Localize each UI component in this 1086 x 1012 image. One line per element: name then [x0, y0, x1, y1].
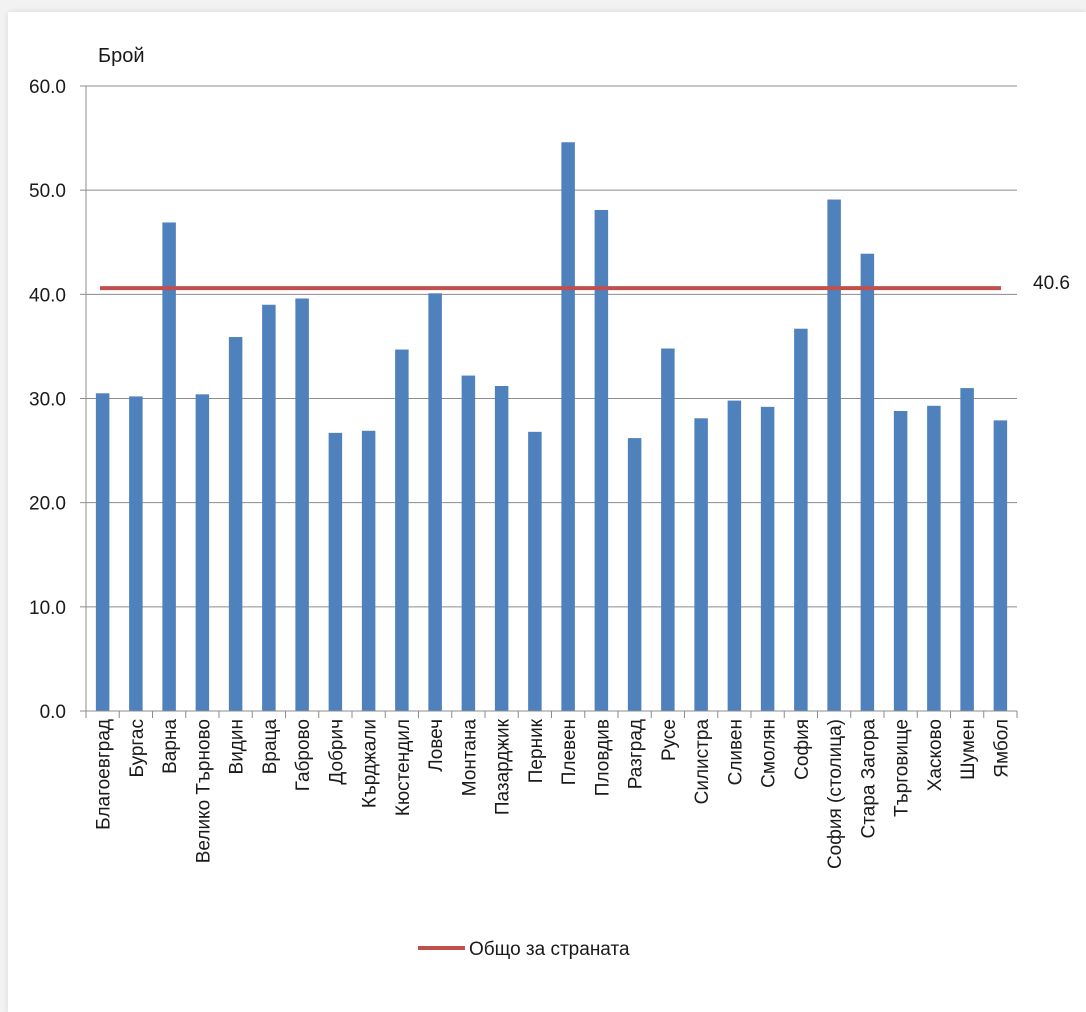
- x-category-label: Търговище: [892, 719, 913, 817]
- y-tick-label: 30.0: [29, 390, 66, 411]
- x-category-label: Ловеч: [426, 719, 447, 772]
- bar: [960, 388, 974, 711]
- x-category-label: Кърджали: [360, 719, 381, 808]
- y-tick-label: 60.0: [29, 77, 66, 98]
- bar: [262, 304, 276, 711]
- legend-label: Общо за страната: [469, 939, 630, 960]
- x-category-label: Велико Търново: [193, 719, 214, 863]
- bar: [395, 349, 409, 711]
- bar: [794, 328, 808, 711]
- x-category-label: Бургас: [127, 719, 148, 777]
- x-category-label: Видин: [227, 719, 248, 774]
- x-category-label: Перник: [526, 718, 547, 783]
- x-category-label: Пловдив: [592, 719, 613, 796]
- bar: [428, 293, 442, 711]
- y-axis-unit-label: Брой: [98, 45, 145, 67]
- x-category-label: Разград: [626, 719, 647, 789]
- bar: [494, 386, 509, 711]
- bar: [95, 393, 110, 711]
- x-category-label: Русе: [659, 719, 680, 761]
- x-category-label: Пазарджик: [493, 718, 514, 815]
- bar: [561, 142, 575, 711]
- bar: [661, 348, 675, 711]
- bar: [295, 298, 309, 711]
- bar: [627, 438, 642, 711]
- bar: [993, 420, 1008, 711]
- bar: [195, 394, 210, 711]
- bar: [228, 337, 243, 711]
- x-category-label: Габрово: [293, 719, 314, 791]
- x-category-label: Кюстендил: [393, 719, 414, 816]
- bar: [694, 418, 708, 711]
- x-category-label: Сливен: [725, 719, 746, 785]
- x-category-label: Шумен: [958, 719, 979, 780]
- x-category-label: София (столица): [825, 719, 846, 869]
- bar: [528, 431, 542, 711]
- bar: [361, 430, 376, 711]
- y-tick-labels: 0.0 10.0 20.0 30.0 40.0 50.0 60.0: [29, 77, 66, 723]
- bar: [461, 375, 476, 711]
- gridlines: [80, 85, 1017, 712]
- bar: [129, 396, 143, 711]
- y-tick-label: 10.0: [29, 598, 66, 619]
- bar: [594, 209, 609, 712]
- bar: [727, 400, 742, 711]
- bar: [927, 405, 941, 711]
- reference-line-group: 40.6: [100, 273, 1070, 294]
- x-category-label: Смолян: [759, 719, 780, 788]
- bars: [95, 142, 1008, 712]
- reference-line-value-label: 40.6: [1033, 273, 1070, 294]
- x-category-label: Враца: [260, 719, 281, 775]
- bar: [860, 253, 875, 712]
- axes: [85, 86, 1018, 718]
- y-tick-label: 40.0: [29, 285, 66, 306]
- x-category-label: Ямбол: [991, 719, 1012, 778]
- bar: [827, 199, 841, 711]
- x-category-label: Стара Загора: [858, 719, 879, 839]
- y-tick-label: 50.0: [29, 181, 66, 202]
- x-category-label: София: [792, 719, 813, 780]
- x-category-label: Варна: [160, 719, 181, 774]
- x-category-label: Хасково: [925, 719, 946, 791]
- bar: [162, 222, 176, 712]
- x-category-label: Добрич: [326, 719, 347, 785]
- x-category-label: Плевен: [559, 719, 580, 785]
- y-tick-label: 0.0: [40, 702, 66, 723]
- bar: [760, 406, 775, 711]
- legend: Общо за страната: [418, 939, 630, 960]
- y-tick-label: 20.0: [29, 494, 66, 515]
- x-category-label: Силистра: [692, 719, 713, 805]
- x-category-labels: Благоевград Бургас Варна Велико Търново Види…: [94, 718, 1013, 869]
- bar: [328, 432, 343, 711]
- x-category-label: Благоевград: [94, 719, 115, 830]
- bar: [893, 411, 908, 711]
- x-category-label: Монтана: [459, 719, 480, 797]
